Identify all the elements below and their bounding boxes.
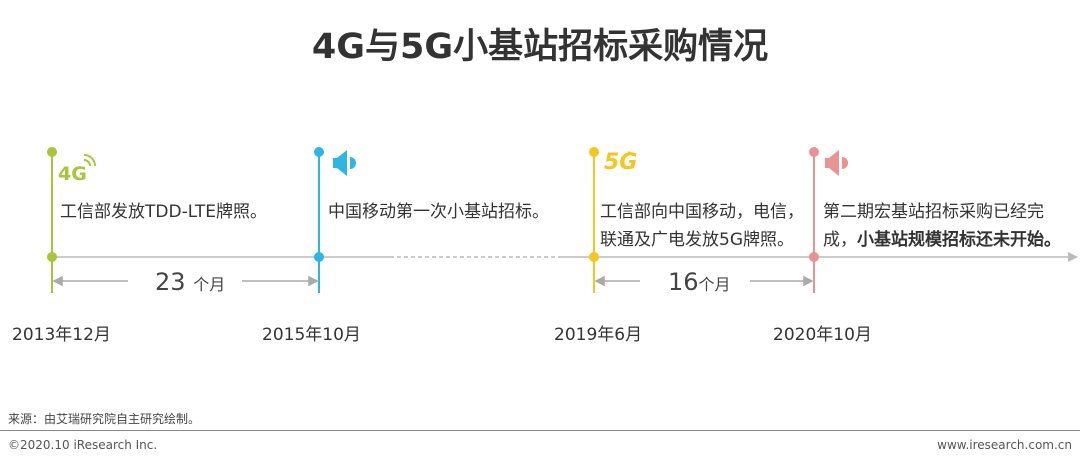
website-link[interactable]: www.iresearch.com.cn: [937, 438, 1072, 452]
event-dot: [589, 147, 599, 157]
page-title: 4G与5G小基站招标采购情况: [311, 27, 769, 67]
date-label: 2015年10月: [262, 325, 361, 345]
event-line-2013: [51, 152, 53, 293]
axis-arrow-icon: [1068, 252, 1078, 262]
5g-label: 5G: [604, 150, 638, 175]
copyright: ©2020.10 iResearch Inc.: [8, 438, 158, 452]
speaker-icon: [333, 150, 356, 176]
event-line-2015: [318, 152, 320, 293]
axis-dot: [589, 252, 599, 262]
date-label: 2020年10月: [773, 325, 872, 345]
axis-dot: [314, 252, 324, 262]
axis-dot: [47, 252, 57, 262]
4g-signal-icon: [83, 154, 96, 167]
date-label: 2013年12月: [12, 325, 111, 345]
event-text-2013: 工信部发放TDD-LTE牌照。: [60, 202, 267, 222]
event-text-2019: 工信部向中国移动，电信， 联通及广电发放5G牌照。: [600, 202, 804, 250]
duration-23: 23 个月: [155, 268, 226, 296]
footer-divider: [0, 430, 1080, 431]
event-dot: [809, 147, 819, 157]
speaker-icon: [825, 150, 848, 176]
5g-signal-icon: [627, 151, 634, 157]
event-line-2019: [593, 152, 595, 293]
duration-16: 16个月: [668, 268, 731, 296]
event-text-2015: 中国移动第一次小基站招标。: [328, 202, 549, 222]
source-note: 来源：由艾瑞研究院自主研究绘制。: [8, 412, 201, 426]
date-label: 2019年6月: [554, 325, 643, 345]
4g-label: 4G: [58, 163, 87, 185]
axis-dot: [809, 252, 819, 262]
event-text-2020: 第二期宏基站招标采购已经完 成，小基站规模招标还未开始。: [823, 202, 1061, 250]
event-dot: [314, 147, 324, 157]
event-dot: [47, 147, 57, 157]
event-line-2020: [813, 152, 815, 293]
